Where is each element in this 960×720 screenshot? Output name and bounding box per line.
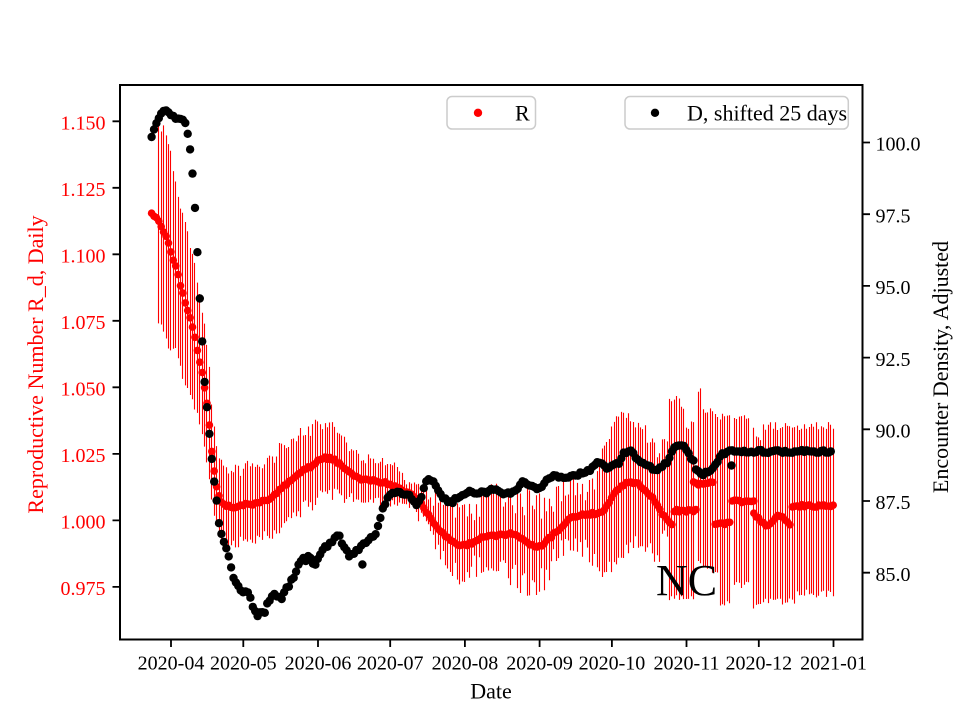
svg-text:D, shifted 25 days: D, shifted 25 days [687,100,847,125]
svg-text:2020-05: 2020-05 [210,652,277,674]
svg-text:2021-01: 2021-01 [800,652,867,674]
svg-text:85.0: 85.0 [876,564,911,586]
svg-text:1.000: 1.000 [61,512,106,534]
svg-text:1.125: 1.125 [61,179,106,201]
svg-text:92.5: 92.5 [876,349,911,371]
svg-text:90.0: 90.0 [876,421,911,443]
svg-text:2020-12: 2020-12 [725,652,792,674]
svg-text:NC: NC [656,556,717,605]
svg-text:1.075: 1.075 [61,312,106,334]
svg-text:95.0: 95.0 [876,277,911,299]
svg-text:1.050: 1.050 [61,379,106,401]
svg-text:Reproductive Number R_d, Daily: Reproductive Number R_d, Daily [23,215,48,513]
svg-text:2020-10: 2020-10 [579,652,646,674]
svg-text:97.5: 97.5 [876,205,911,227]
svg-text:2020-08: 2020-08 [432,652,499,674]
svg-text:2020-06: 2020-06 [285,652,352,674]
svg-text:1.100: 1.100 [61,246,106,268]
svg-text:2020-04: 2020-04 [138,652,205,674]
svg-text:100.0: 100.0 [876,134,921,156]
svg-text:2020-09: 2020-09 [506,652,573,674]
svg-text:Encounter Density, Adjusted: Encounter Density, Adjusted [928,241,953,493]
svg-text:1.025: 1.025 [61,445,106,467]
svg-text:87.5: 87.5 [876,492,911,514]
svg-text:2020-11: 2020-11 [654,652,720,674]
svg-text:1.150: 1.150 [61,113,106,135]
svg-text:R: R [515,100,530,125]
svg-text:0.975: 0.975 [61,578,106,600]
svg-text:Date: Date [470,679,512,704]
svg-text:2020-07: 2020-07 [357,652,424,674]
